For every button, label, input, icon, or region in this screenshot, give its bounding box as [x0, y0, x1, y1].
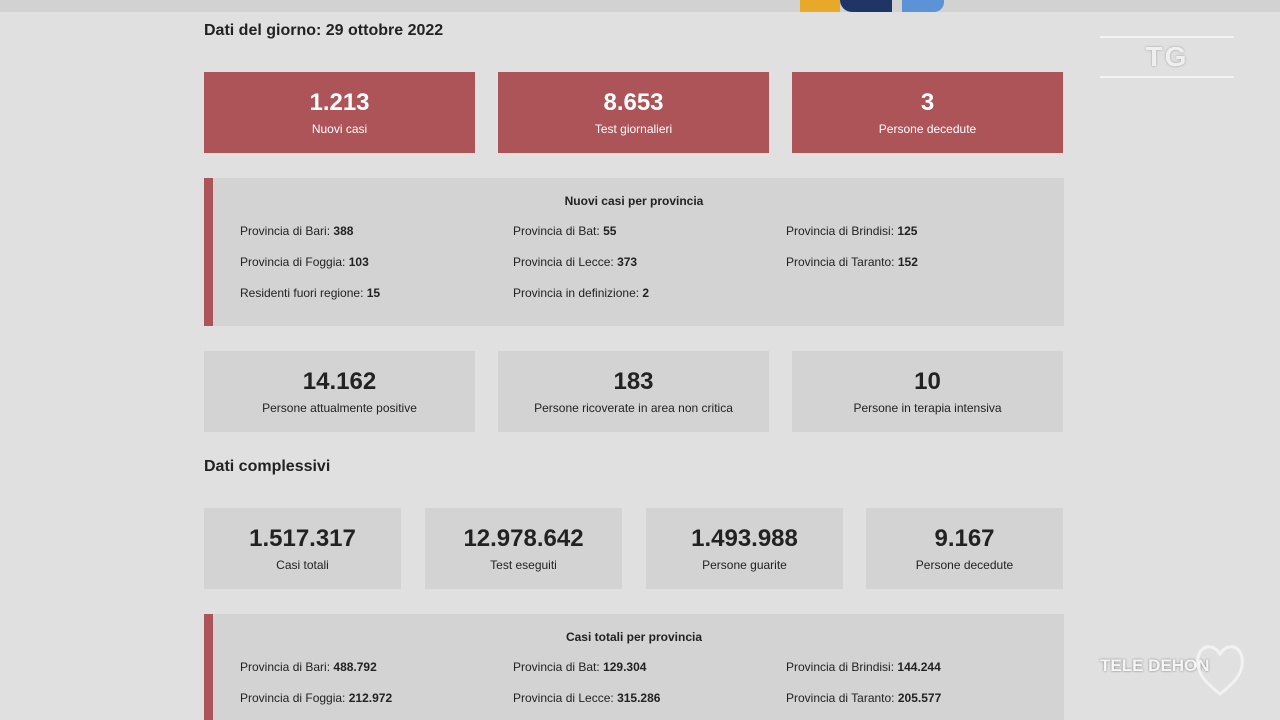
hospitalized-value: 183 [613, 368, 654, 395]
province-item: Provincia di Brindisi: 144.244 [786, 660, 941, 674]
tests-done-label: Test eseguiti [490, 558, 557, 572]
overall-province-panel: Casi totali per provincia Provincia di B… [204, 614, 1064, 720]
logo-fragment-navy [840, 0, 892, 12]
daily-province-panel: Nuovi casi per provincia Provincia di Ba… [204, 178, 1064, 326]
province-item: Provincia in definizione: 2 [513, 286, 650, 300]
daily-section-title: Dati del giorno: 29 ottobre 2022 [204, 22, 444, 39]
intensive-care-value: 10 [914, 368, 941, 395]
tests-done-card: 12.978.642 Test eseguiti [425, 508, 622, 589]
daily-tests-card: 8.653 Test giornalieri [498, 72, 769, 153]
province-item: Provincia di Taranto: 152 [786, 255, 918, 269]
tg-line-bottom [1100, 76, 1234, 78]
recovered-value: 1.493.988 [691, 525, 798, 552]
overall-section-title: Dati complessivi [204, 458, 331, 475]
province-item: Provincia di Foggia: 103 [240, 255, 369, 269]
top-bar [0, 0, 1280, 12]
province-item: Provincia di Lecce: 315.286 [513, 691, 661, 705]
province-item: Provincia di Brindisi: 125 [786, 224, 918, 238]
active-positives-value: 14.162 [302, 368, 377, 395]
active-positives-card: 14.162 Persone attualmente positive [204, 351, 475, 432]
new-cases-label: Nuovi casi [311, 122, 368, 136]
province-item: Provincia di Bari: 388 [240, 224, 354, 238]
new-cases-card: 1.213 Nuovi casi [204, 72, 475, 153]
panel-accent-bar [204, 614, 213, 720]
recovered-card: 1.493.988 Persone guarite [646, 508, 843, 589]
total-deaths-value: 9.167 [934, 525, 995, 552]
total-deaths-card: 9.167 Persone decedute [866, 508, 1063, 589]
province-item: Provincia di Bari: 488.792 [240, 660, 377, 674]
province-item: Provincia di Taranto: 205.577 [786, 691, 942, 705]
tg-line-top [1100, 36, 1234, 38]
hospitalized-card: 183 Persone ricoverate in area non criti… [498, 351, 769, 432]
total-deaths-label: Persone decedute [915, 558, 1014, 572]
intensive-care-label: Persone in terapia intensiva [853, 401, 1002, 415]
province-item: Provincia di Foggia: 212.972 [240, 691, 393, 705]
panel-accent-bar [204, 178, 213, 326]
province-item: Residenti fuori regione: 15 [240, 286, 381, 300]
province-item: Provincia di Lecce: 373 [513, 255, 638, 269]
logo-fragment-yellow [800, 0, 840, 12]
total-cases-card: 1.517.317 Casi totali [204, 508, 401, 589]
daily-tests-value: 8.653 [603, 89, 664, 116]
daily-deaths-card: 3 Persone decedute [792, 72, 1063, 153]
tg-overlay: TG [1100, 36, 1234, 80]
total-cases-value: 1.517.317 [249, 525, 356, 552]
daily-deaths-value: 3 [920, 89, 935, 116]
heart-outline-icon [1196, 645, 1244, 696]
overall-province-title: Casi totali per provincia [565, 630, 703, 644]
new-cases-value: 1.213 [309, 89, 370, 116]
province-item: Provincia di Bat: 129.304 [513, 660, 647, 674]
tg-label: TG [1145, 41, 1189, 72]
brand-watermark: TELE DEHON [1100, 656, 1210, 675]
total-cases-label: Casi totali [276, 558, 329, 572]
intensive-care-card: 10 Persone in terapia intensiva [792, 351, 1063, 432]
daily-tests-label: Test giornalieri [594, 122, 673, 136]
active-positives-label: Persone attualmente positive [262, 401, 417, 415]
recovered-label: Persone guarite [702, 558, 787, 572]
hospitalized-label: Persone ricoverate in area non critica [534, 401, 733, 415]
daily-deaths-label: Persone decedute [878, 122, 977, 136]
daily-province-title: Nuovi casi per provincia [564, 194, 704, 208]
logo-fragment-blue [902, 0, 944, 12]
tests-done-value: 12.978.642 [463, 525, 584, 552]
province-item: Provincia di Bat: 55 [513, 224, 617, 238]
